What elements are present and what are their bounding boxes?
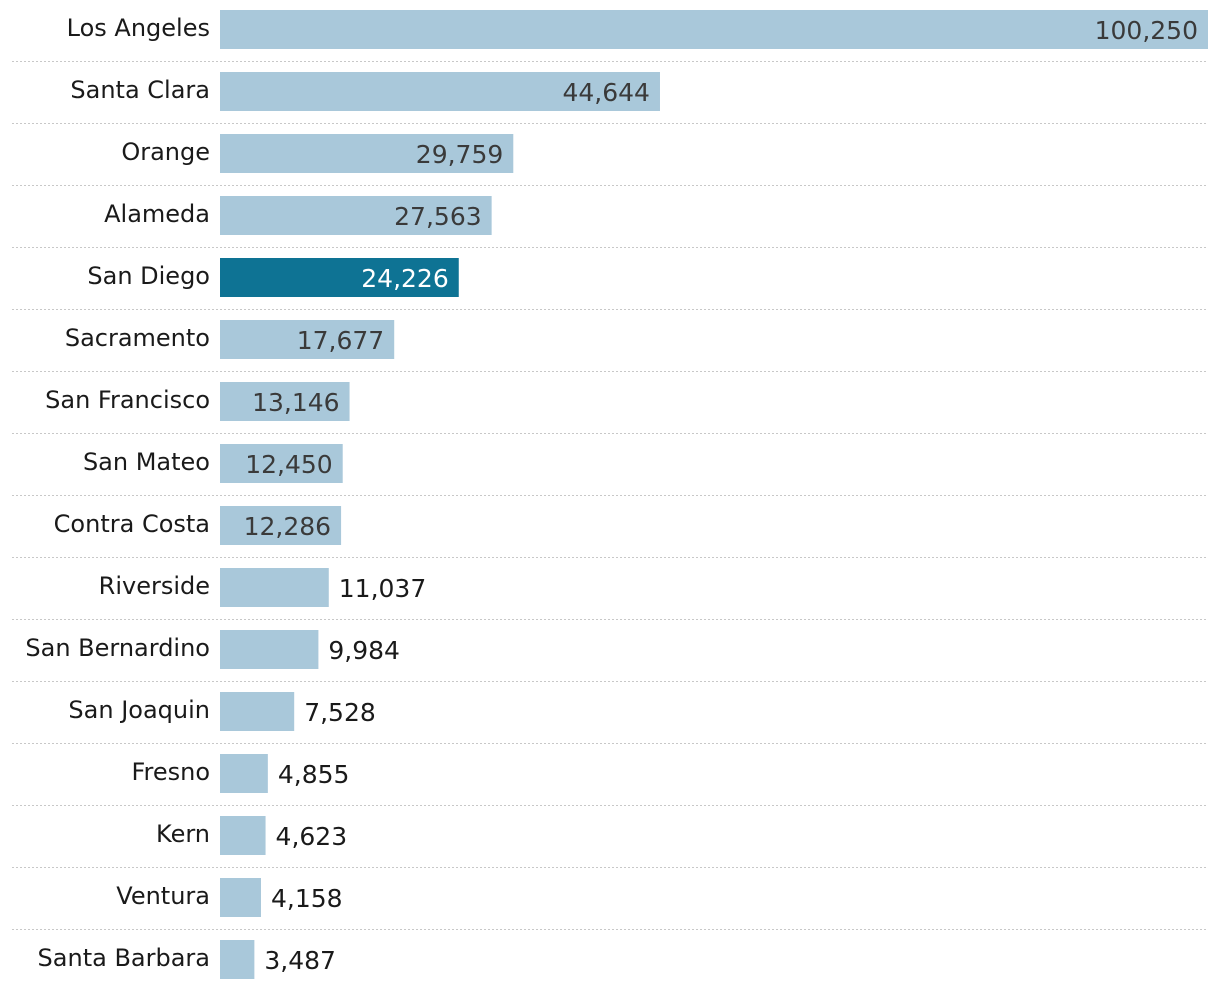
value-label-santa-barbara: 3,487 <box>264 946 336 975</box>
category-label-orange: Orange <box>121 138 210 166</box>
value-label-san-diego: 24,226 <box>361 264 448 293</box>
bar-fresno <box>220 754 268 793</box>
category-label-san-bernardino: San Bernardino <box>25 634 210 662</box>
value-label-san-francisco: 13,146 <box>252 388 339 417</box>
category-label-san-joaquin: San Joaquin <box>68 696 210 724</box>
category-label-san-mateo: San Mateo <box>83 448 210 476</box>
value-label-kern: 4,623 <box>276 822 348 851</box>
category-label-santa-clara: Santa Clara <box>70 76 210 104</box>
bar-san-diego <box>220 258 459 297</box>
bar-kern <box>220 816 266 855</box>
bar-san-bernardino <box>220 630 319 669</box>
bar-san-francisco <box>220 382 350 421</box>
category-label-sacramento: Sacramento <box>65 324 210 352</box>
category-label-san-francisco: San Francisco <box>45 386 210 414</box>
bar-riverside <box>220 568 329 607</box>
chart-rows: Los Angeles 100,250 Santa Clara 44,644 Orang… <box>12 10 1208 979</box>
category-label-san-diego: San Diego <box>87 262 210 290</box>
value-label-ventura: 4,158 <box>271 884 343 913</box>
value-label-san-joaquin: 7,528 <box>304 698 376 727</box>
value-label-sacramento: 17,677 <box>297 326 384 355</box>
bar-ventura <box>220 878 261 917</box>
value-label-contra-costa: 12,286 <box>244 512 331 541</box>
value-label-alameda: 27,563 <box>394 202 481 231</box>
bar-sacramento <box>220 320 395 359</box>
bar-santa-barbara <box>220 940 255 979</box>
category-label-ventura: Ventura <box>116 882 210 910</box>
value-label-riverside: 11,037 <box>339 574 426 603</box>
bar-orange <box>220 134 514 173</box>
bar-los-angeles <box>220 10 1208 49</box>
category-label-alameda: Alameda <box>104 200 210 228</box>
category-label-los-angeles: Los Angeles <box>67 14 210 42</box>
category-label-riverside: Riverside <box>99 572 210 600</box>
bar-alameda <box>220 196 492 235</box>
category-label-fresno: Fresno <box>131 758 210 786</box>
value-label-san-bernardino: 9,984 <box>328 636 400 665</box>
value-label-santa-clara: 44,644 <box>562 78 649 107</box>
value-label-orange: 29,759 <box>416 140 503 169</box>
value-label-fresno: 4,855 <box>278 760 350 789</box>
category-label-kern: Kern <box>156 820 210 848</box>
bar-san-mateo <box>220 444 343 483</box>
value-label-los-angeles: 100,250 <box>1095 16 1198 45</box>
value-label-san-mateo: 12,450 <box>245 450 332 479</box>
bar-contra-costa <box>220 506 342 545</box>
category-label-contra-costa: Contra Costa <box>54 510 210 538</box>
bar-san-joaquin <box>220 692 295 731</box>
bar-santa-clara <box>220 72 660 111</box>
category-label-santa-barbara: Santa Barbara <box>38 944 210 972</box>
